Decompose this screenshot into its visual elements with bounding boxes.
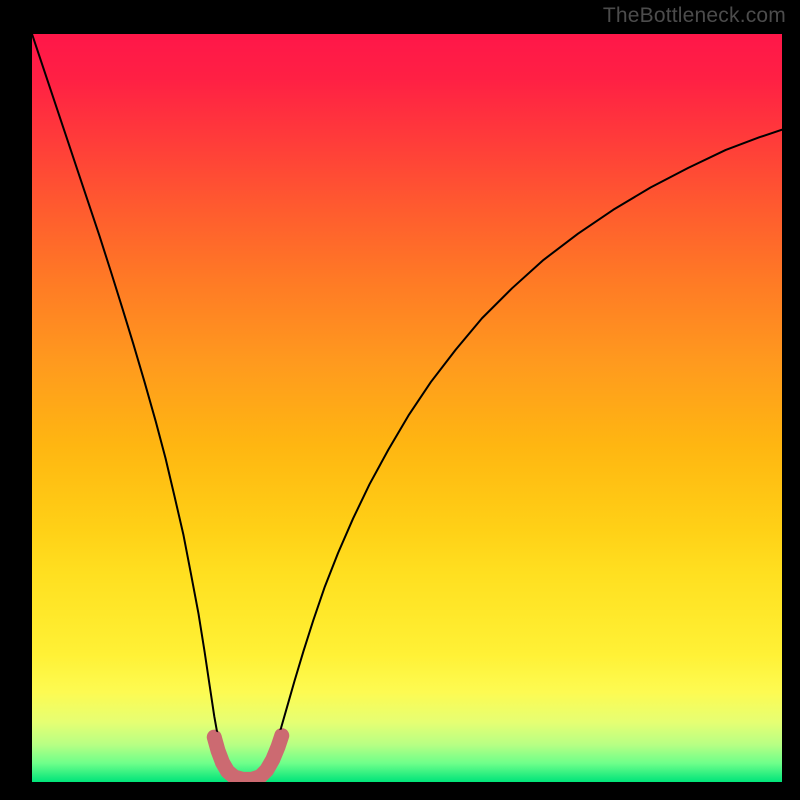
- bottleneck-plot-svg: [0, 0, 800, 800]
- gradient-background: [32, 34, 782, 782]
- plot-area: [32, 34, 782, 782]
- chart-stage: TheBottleneck.com: [0, 0, 800, 800]
